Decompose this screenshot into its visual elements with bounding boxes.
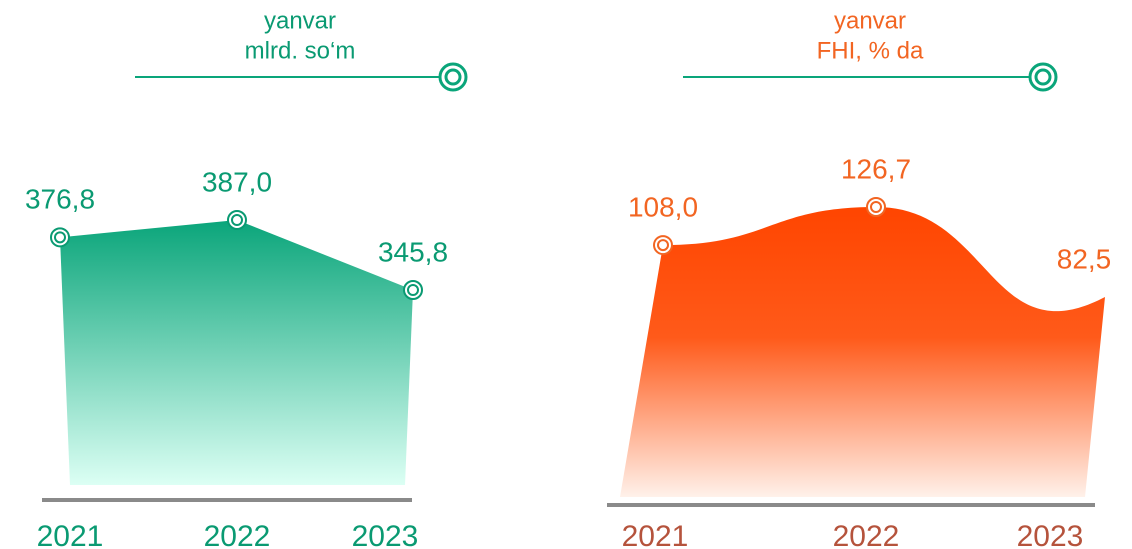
header-dot-inner	[1034, 68, 1052, 86]
chart-subtitle: mlrd. so‘m	[245, 37, 356, 64]
value-label: 126,7	[841, 153, 911, 184]
x-tick-label: 2022	[204, 520, 271, 549]
value-label: 376,8	[25, 184, 95, 215]
marker-inner	[657, 239, 669, 252]
area	[620, 207, 1105, 497]
x-tick-label: 2023	[352, 520, 419, 549]
value-label: 108,0	[628, 191, 698, 222]
chart-title: yanvar	[834, 7, 906, 34]
marker-inner	[231, 214, 243, 226]
x-tick-label: 2022	[833, 520, 900, 549]
marker-inner	[407, 284, 419, 296]
x-tick-label: 2021	[622, 520, 689, 549]
value-label: 82,5	[1057, 243, 1112, 274]
value-label: 387,0	[202, 166, 272, 197]
chart-title: yanvar	[264, 7, 336, 34]
area	[60, 220, 413, 485]
value-label: 345,8	[378, 236, 448, 267]
chart-subtitle: FHI, % da	[817, 37, 924, 64]
x-tick-label: 2021	[37, 520, 104, 549]
x-tick-label: 2023	[1017, 520, 1084, 549]
marker-inner	[870, 201, 882, 213]
marker-inner	[54, 231, 66, 244]
header-dot-inner	[444, 68, 462, 86]
